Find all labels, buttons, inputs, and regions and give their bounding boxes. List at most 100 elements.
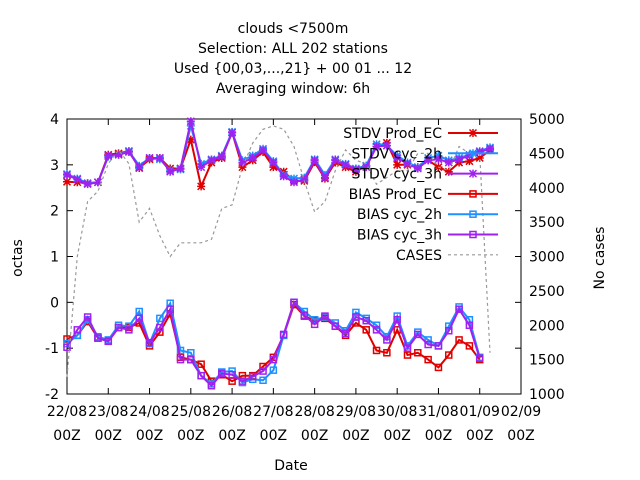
- data-point: [197, 182, 206, 191]
- series-2: [62, 117, 495, 189]
- data-point: [176, 346, 185, 355]
- data-point: [372, 321, 381, 329]
- x-tick-date: 22/08: [47, 404, 87, 420]
- data-point: [279, 172, 288, 181]
- data-point: [63, 343, 71, 351]
- data-point: [166, 167, 175, 176]
- data-point: [351, 165, 360, 174]
- data-point: [269, 355, 278, 364]
- legend-marker: [468, 128, 478, 138]
- data-point: [300, 311, 309, 319]
- data-point: [383, 336, 391, 344]
- data-point: [424, 336, 432, 344]
- x-tick-time: 00Z: [177, 428, 204, 444]
- data-point: [434, 342, 443, 350]
- data-point: [259, 367, 267, 375]
- x-axis-label: Date: [274, 458, 307, 474]
- y-tick-label: 4: [50, 112, 59, 128]
- data-point: [145, 153, 154, 162]
- y2-tick-label: 3000: [529, 250, 565, 266]
- legend: STDV Prod_EC STDV cyc_2h STDV cyc_3h BIAS P…: [343, 126, 498, 264]
- data-point: [197, 163, 206, 172]
- data-point: [186, 135, 195, 144]
- y2-tick-label: 4500: [529, 146, 565, 162]
- legend-marker: [468, 149, 478, 158]
- data-point: [434, 155, 443, 164]
- x-tick-time: 00Z: [218, 428, 245, 444]
- data-point: [93, 178, 102, 187]
- x-tick-time: 00Z: [342, 428, 369, 444]
- data-point: [197, 371, 205, 380]
- legend-marker: [469, 210, 477, 218]
- data-point: [238, 158, 247, 167]
- data-point: [156, 314, 164, 323]
- data-point: [331, 156, 340, 165]
- data-point: [62, 170, 72, 179]
- x-tick-date: 01/09: [460, 404, 500, 420]
- data-point: [114, 150, 123, 159]
- data-point: [465, 321, 474, 329]
- x-tick-date: 26/08: [212, 404, 252, 420]
- data-point: [413, 164, 422, 173]
- series-5: [63, 298, 484, 390]
- x-tick-date: 30/08: [377, 404, 417, 420]
- data-point: [248, 153, 257, 162]
- data-point: [73, 326, 82, 334]
- data-point: [465, 151, 474, 160]
- data-point: [218, 369, 226, 378]
- data-point: [341, 160, 350, 169]
- legend-label: STDV Prod_EC: [343, 126, 442, 142]
- data-point: [434, 363, 443, 372]
- data-point: [269, 163, 278, 172]
- x-tick-time: 00Z: [425, 428, 452, 444]
- data-point: [124, 147, 133, 157]
- data-point: [238, 377, 247, 385]
- data-point: [269, 158, 278, 167]
- data-point: [290, 298, 298, 307]
- data-point: [135, 314, 143, 323]
- data-point: [166, 305, 174, 313]
- data-point: [207, 382, 216, 390]
- data-point: [455, 155, 464, 164]
- data-point: [424, 340, 432, 349]
- data-point: [424, 156, 433, 165]
- data-point: [393, 160, 402, 169]
- data-point: [104, 337, 113, 346]
- data-point: [362, 163, 371, 172]
- data-point: [372, 326, 381, 334]
- data-point: [320, 173, 329, 182]
- y-tick-label: 3: [50, 158, 59, 174]
- y-tick-label: -2: [45, 387, 59, 403]
- data-point: [455, 336, 463, 344]
- data-point: [341, 329, 350, 338]
- data-point: [393, 316, 401, 324]
- data-point: [197, 360, 205, 368]
- series-4: [63, 298, 484, 388]
- y2-tick-label: 2000: [529, 318, 565, 334]
- data-point: [310, 156, 319, 165]
- data-point: [403, 344, 412, 352]
- y2-tick-label: 1000: [529, 387, 565, 403]
- data-point: [414, 330, 422, 339]
- data-point: [228, 371, 236, 379]
- data-point: [321, 312, 329, 320]
- data-point: [455, 305, 463, 313]
- legend-label: BIAS cyc_3h: [357, 228, 442, 244]
- data-point: [393, 153, 402, 162]
- data-point: [289, 178, 299, 187]
- data-point: [279, 330, 288, 339]
- data-point: [414, 349, 422, 357]
- y-axis-label: octas: [10, 239, 26, 277]
- legend-marker: [469, 230, 477, 239]
- x-tick-date: 25/08: [171, 404, 211, 420]
- data-point: [73, 175, 82, 184]
- data-point: [475, 354, 484, 362]
- x-tick-date: 02/09: [501, 404, 541, 420]
- legend-label: STDV cyc_2h: [352, 146, 442, 162]
- data-point: [228, 128, 237, 137]
- series-line: [66, 300, 481, 386]
- x-tick-date: 23/08: [88, 404, 128, 420]
- x-tick-date: 24/08: [129, 404, 169, 420]
- y2-tick-label: 4000: [529, 181, 565, 197]
- data-point: [156, 323, 164, 332]
